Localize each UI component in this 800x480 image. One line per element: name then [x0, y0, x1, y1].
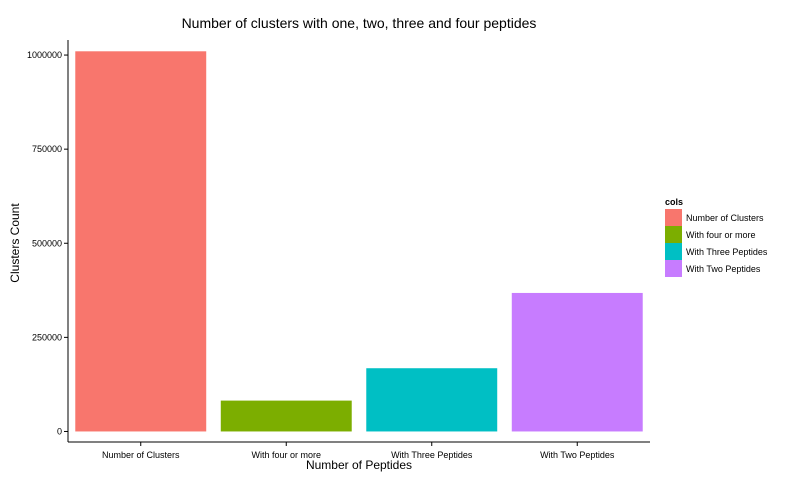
y-tick-label: 1000000	[27, 50, 62, 60]
y-tick-label: 750000	[32, 144, 62, 154]
y-tick-label: 250000	[32, 332, 62, 342]
bar-1	[75, 51, 207, 432]
legend: cols Number of Clusters With four or more…	[665, 197, 768, 277]
x-tick-label: With Three Peptides	[391, 450, 473, 460]
x-axis-title: Number of Peptides	[306, 458, 412, 472]
y-tick-label: 500000	[32, 238, 62, 248]
y-ticks: 0 250000 500000 750000 1000000	[27, 50, 68, 436]
x-tick-label: Number of Clusters	[102, 450, 180, 460]
legend-swatch	[665, 226, 682, 243]
bar-4	[511, 292, 643, 432]
legend-label: Number of Clusters	[686, 213, 764, 223]
y-axis-title: Clusters Count	[8, 203, 22, 283]
legend-swatch	[665, 243, 682, 260]
legend-label: With Two Peptides	[686, 264, 761, 274]
y-tick-label: 0	[57, 426, 62, 436]
legend-swatch	[665, 260, 682, 277]
legend-title: cols	[665, 197, 683, 207]
bar-2	[220, 400, 352, 432]
bar-3	[366, 368, 498, 432]
x-ticks: Number of Clusters With four or more With …	[102, 442, 615, 460]
legend-swatch	[665, 209, 682, 226]
chart-title: Number of clusters with one, two, three …	[182, 15, 537, 31]
bars-group	[75, 51, 643, 432]
legend-label: With four or more	[686, 230, 756, 240]
legend-label: With Three Peptides	[686, 247, 768, 257]
x-tick-label: With Two Peptides	[540, 450, 615, 460]
x-tick-label: With four or more	[251, 450, 321, 460]
